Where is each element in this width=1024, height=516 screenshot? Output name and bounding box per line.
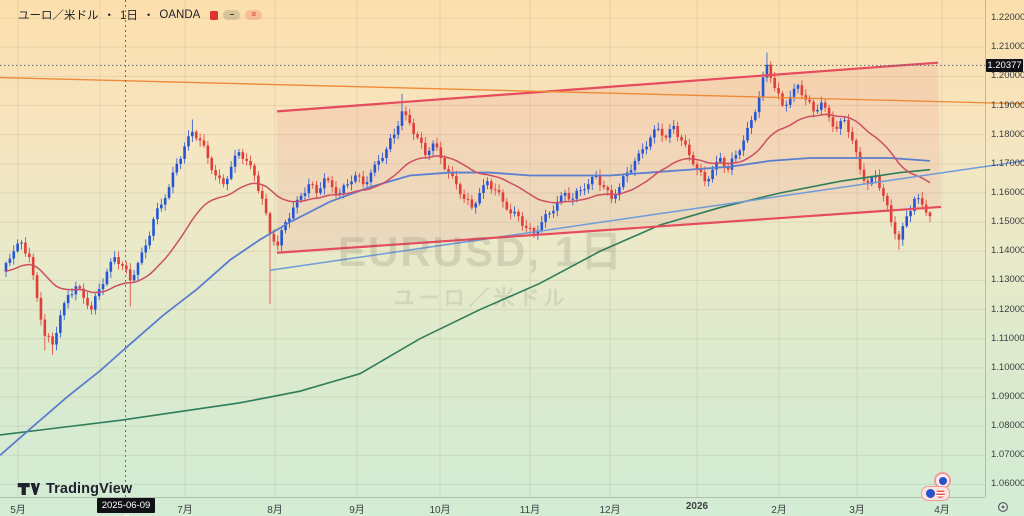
time-tick: 9月 — [349, 505, 365, 516]
price-tick: 1.14000 — [991, 245, 1024, 257]
time-tick: 7月 — [177, 505, 193, 516]
time-tick: 10月 — [429, 505, 451, 516]
legend-exchange[interactable]: OANDA — [159, 9, 201, 21]
tradingview-logo-text: TradingView — [46, 481, 133, 497]
legend-symbol-title[interactable]: ユーロ／米ドル — [18, 10, 99, 22]
channel-bottom-line[interactable] — [276, 205, 942, 254]
minus-pill-icon[interactable]: − — [223, 10, 241, 20]
crosshair-date-label: 2025-06-09 (月) — [97, 498, 155, 516]
legend-separator-2: ・ — [142, 10, 155, 22]
symbol-legend[interactable]: ユーロ／米ドル・ 1日・ OANDA − = — [18, 7, 263, 23]
price-tick: 1.17000 — [991, 157, 1024, 169]
long-term-ma-line[interactable] — [0, 168, 931, 436]
legend-separator-1: ・ — [103, 10, 116, 22]
time-axis[interactable]: 5月 7月 8月 9月 10月 11月 12月 2026 2月 3月 4月 — [0, 497, 985, 516]
axis-settings-icon[interactable] — [997, 500, 1009, 516]
trendline-drawing[interactable] — [269, 160, 1024, 271]
tradingview-mark-icon — [17, 483, 40, 495]
price-tick: 1.19000 — [991, 99, 1024, 111]
legend-interval[interactable]: 1日 — [120, 10, 138, 22]
eurusd-pair-event-icon[interactable] — [921, 486, 950, 501]
price-tick: 1.11000 — [991, 332, 1024, 344]
price-tick: 1.13000 — [991, 274, 1024, 286]
time-tick: 12月 — [599, 505, 621, 516]
price-tick: 1.07000 — [991, 449, 1024, 461]
selected-price-label: 1.20377 — [986, 58, 1023, 72]
eu-circle — [938, 476, 947, 485]
price-tick: 1.20000 — [991, 70, 1024, 82]
us-flag-dot-icon — [936, 489, 945, 498]
time-tick: 5月 — [10, 505, 26, 516]
price-tick: 1.10000 — [991, 361, 1024, 373]
time-tick: 8月 — [267, 505, 283, 516]
channel-top-line[interactable] — [276, 61, 939, 113]
price-tick: 1.06000 — [991, 478, 1024, 490]
price-tick: 1.16000 — [991, 186, 1024, 198]
tradingview-logo[interactable]: TradingView — [16, 481, 132, 497]
price-tick: 1.12000 — [991, 303, 1024, 315]
price-tick: 1.18000 — [991, 128, 1024, 140]
time-tick: 2026 — [685, 501, 709, 512]
short-term-ma-line[interactable] — [5, 113, 931, 294]
channel-fill[interactable] — [277, 62, 941, 253]
eu-flag-dot-icon — [926, 489, 935, 498]
orange-trendline[interactable] — [0, 76, 1024, 105]
time-tick: 3月 — [849, 505, 865, 516]
time-tick: 4月 — [934, 505, 950, 516]
equals-pill-icon[interactable]: = — [245, 10, 263, 20]
mid-term-ma-line[interactable] — [0, 157, 931, 456]
price-tick: 1.09000 — [991, 391, 1024, 403]
price-tick: 1.15000 — [991, 216, 1024, 228]
price-tick: 1.22000 — [991, 12, 1024, 24]
time-tick: 2月 — [771, 505, 787, 516]
price-axis[interactable]: 1.22000 1.21000 1.20000 1.19000 1.18000 1.170… — [985, 0, 1024, 497]
flag-icon[interactable] — [210, 10, 219, 20]
price-tick: 1.21000 — [991, 41, 1024, 53]
time-tick: 11月 — [519, 505, 541, 516]
price-tick: 1.08000 — [991, 420, 1024, 432]
candlestick-series[interactable] — [4, 52, 932, 355]
